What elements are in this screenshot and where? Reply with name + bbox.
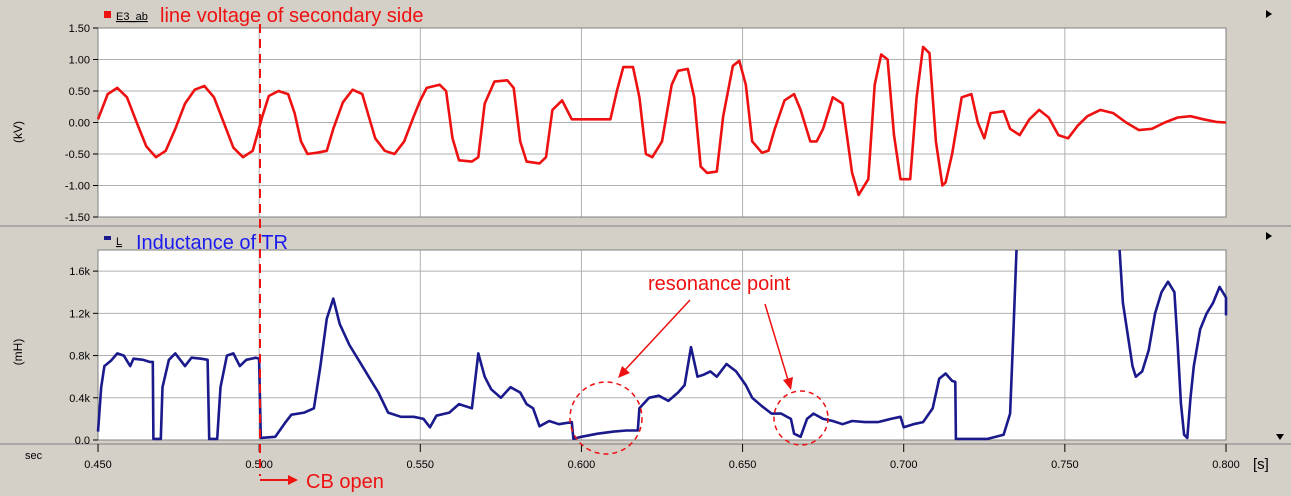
inductance-y-ticks: 1.6k 1.2k 0.8k 0.4k 0.0 [69, 266, 98, 447]
y-tick-label: 1.00 [69, 55, 90, 67]
y-tick-label: 0.00 [69, 118, 90, 130]
inductance-y-axis-label: (mH) [11, 339, 25, 366]
y-tick-label: 0.4k [69, 393, 90, 405]
inductance-series-line [96, 249, 1018, 441]
x-unit-label: sec [25, 450, 43, 462]
voltage-legend-tag: E3_ab [116, 11, 148, 23]
x-tick-label: 0.600 [568, 459, 596, 471]
y-tick-label: -0.50 [65, 149, 90, 161]
x-tick-label: 0.750 [1051, 459, 1079, 471]
inductance-series-line-2 [1118, 249, 1228, 440]
cb-open-arrow-head [288, 475, 298, 485]
x-tick-label: 0.700 [890, 459, 918, 471]
voltage-chart-title: line voltage of secondary side [160, 5, 424, 27]
resonance-point-label: resonance point [648, 273, 791, 295]
resonance-arrow-2-shaft [764, 303, 789, 381]
resonance-arrow-2-head [783, 377, 793, 390]
x-tick-label: 0.450 [84, 459, 112, 471]
y-tick-label: 0.50 [69, 86, 90, 98]
x-tick-label: 0.550 [407, 459, 435, 471]
scroll-right-arrow-icon[interactable] [1266, 10, 1272, 18]
inductance-plot-border [97, 249, 1227, 441]
y-tick-label: -1.00 [65, 181, 90, 193]
y-tick-label: 1.6k [69, 266, 90, 278]
resonance-arrow-1-shaft [624, 299, 691, 371]
y-tick-label: -1.50 [65, 212, 90, 224]
resonance-arrow-1-head [618, 366, 630, 378]
resonance-circle-2 [773, 390, 829, 446]
voltage-legend-swatch [104, 11, 111, 18]
inductance-legend-tag: L [116, 236, 122, 248]
resonance-circle-1 [569, 381, 643, 455]
cb-open-label: CB open [306, 471, 384, 493]
scroll-right-arrow-icon-2[interactable] [1266, 232, 1272, 240]
x-tick-label: 0.800 [1212, 459, 1240, 471]
voltage-y-ticks: 1.50 1.00 0.50 0.00 -0.50 -1.00 -1.50 [65, 23, 98, 224]
x-unit-suffix: [s] [1253, 456, 1269, 473]
y-tick-label: 1.50 [69, 23, 90, 35]
scroll-down-arrow-icon[interactable] [1276, 434, 1284, 440]
voltage-y-axis-label: (kV) [11, 121, 25, 143]
inductance-chart-title: Inductance of TR [136, 232, 288, 254]
voltage-gridlines [97, 27, 1227, 218]
y-tick-label: 0.0 [75, 435, 90, 447]
inductance-plot-area [98, 250, 1226, 440]
y-tick-label: 0.8k [69, 351, 90, 363]
voltage-series-line [96, 45, 1227, 197]
y-tick-label: 1.2k [69, 308, 90, 320]
vertical-scrollbar[interactable] [1262, 4, 1288, 444]
inductance-legend-swatch [104, 236, 111, 240]
x-tick-label: 0.650 [729, 459, 757, 471]
